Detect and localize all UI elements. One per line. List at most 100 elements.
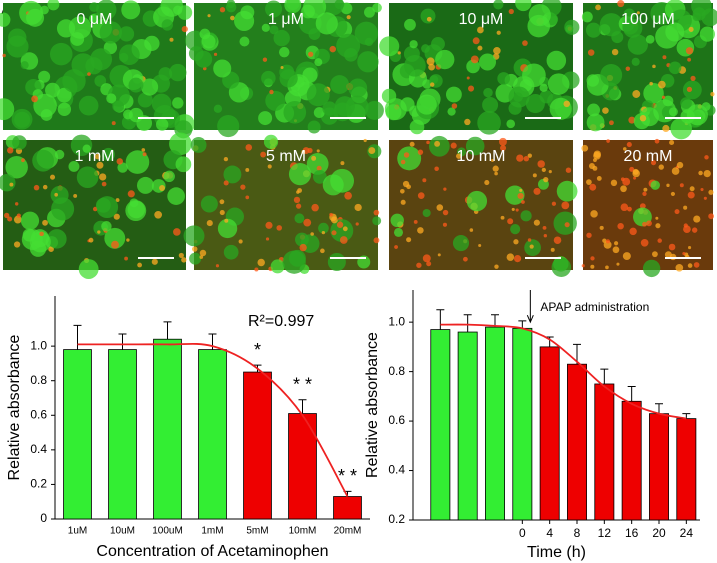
cell xyxy=(417,149,424,155)
cell xyxy=(655,216,659,220)
cell xyxy=(303,218,312,227)
cell xyxy=(636,11,640,15)
cell xyxy=(282,250,306,274)
cell xyxy=(273,29,290,47)
y-tick-label: 0.8 xyxy=(388,364,405,378)
cell xyxy=(226,0,236,9)
cell xyxy=(421,44,430,53)
cell xyxy=(213,104,223,113)
cell xyxy=(417,192,425,199)
cell xyxy=(626,142,632,148)
cell xyxy=(42,219,48,226)
cell xyxy=(627,206,632,212)
cell xyxy=(679,183,684,188)
cell xyxy=(119,44,140,65)
x-tick-label: 10mM xyxy=(289,526,317,537)
cell xyxy=(528,3,551,27)
cell xyxy=(651,251,658,258)
cell xyxy=(215,264,220,268)
cell xyxy=(409,141,415,147)
cell xyxy=(348,78,368,98)
micrograph-bg xyxy=(583,140,713,270)
cell xyxy=(508,86,530,108)
cell xyxy=(543,177,549,183)
cell xyxy=(497,72,511,85)
micrograph: 10 mM xyxy=(389,135,578,277)
cell xyxy=(189,252,202,265)
cell xyxy=(668,107,678,117)
cell xyxy=(49,42,73,66)
cell xyxy=(169,63,187,82)
cell xyxy=(426,140,430,145)
cell xyxy=(628,116,636,124)
micrograph-label: 10 μM xyxy=(459,11,504,28)
cell xyxy=(605,239,611,244)
cell xyxy=(516,154,524,162)
cell xyxy=(599,225,604,230)
cell xyxy=(633,176,637,180)
cell xyxy=(181,25,188,33)
cell xyxy=(668,61,682,75)
cell xyxy=(230,15,235,21)
cell xyxy=(542,225,547,230)
cell xyxy=(662,55,667,60)
cell xyxy=(144,35,160,52)
bar xyxy=(198,349,227,520)
significance: * * xyxy=(338,466,357,486)
cell xyxy=(334,0,345,10)
cell xyxy=(470,55,479,64)
cell xyxy=(665,22,685,42)
cell xyxy=(513,239,519,245)
y-tick-label: 0.2 xyxy=(388,512,405,526)
cell xyxy=(97,230,101,234)
cell xyxy=(342,226,348,232)
cell xyxy=(661,95,666,99)
cell xyxy=(223,156,229,162)
cell xyxy=(691,227,698,233)
cell xyxy=(293,196,301,204)
cell xyxy=(33,184,40,191)
cell xyxy=(240,184,246,190)
cell xyxy=(639,203,646,210)
cell xyxy=(620,203,629,212)
cell xyxy=(561,201,570,210)
cell xyxy=(260,151,267,158)
cell xyxy=(603,240,612,249)
cell xyxy=(178,252,184,259)
error-bar xyxy=(600,368,609,384)
cell xyxy=(478,243,482,247)
cell xyxy=(426,261,432,267)
cell xyxy=(551,257,572,277)
cell xyxy=(78,259,99,279)
cell xyxy=(682,252,686,256)
cell xyxy=(581,144,589,152)
cell xyxy=(40,5,49,15)
cell xyxy=(20,211,40,230)
y-tick-label: 0 xyxy=(40,511,47,525)
cell xyxy=(668,243,676,251)
cell xyxy=(245,195,250,200)
cell xyxy=(482,96,499,113)
cell xyxy=(467,85,475,92)
cell xyxy=(589,183,597,191)
cell xyxy=(484,179,490,186)
cell xyxy=(161,19,174,31)
cell xyxy=(159,185,166,191)
cell xyxy=(533,187,541,195)
cell xyxy=(329,45,337,53)
cell xyxy=(4,212,10,219)
micrograph: 20 mM xyxy=(581,138,714,278)
cell xyxy=(9,182,14,187)
cell xyxy=(311,155,317,161)
cell xyxy=(397,51,401,55)
cell xyxy=(101,221,112,232)
cell xyxy=(465,136,485,156)
cell xyxy=(581,11,593,23)
cell xyxy=(639,115,647,122)
cell xyxy=(657,80,666,89)
micrograph: 5 mM xyxy=(183,134,382,275)
cell xyxy=(442,222,448,227)
cell xyxy=(116,158,124,165)
cell xyxy=(124,256,129,261)
cell xyxy=(141,148,146,152)
